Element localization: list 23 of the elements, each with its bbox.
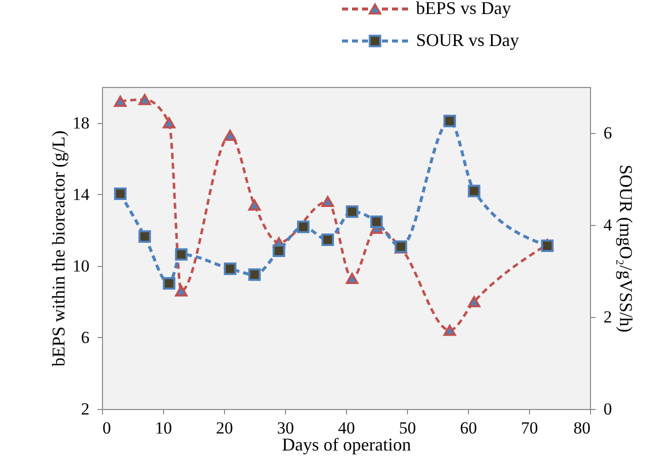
x-tick-label: 0 — [102, 418, 111, 438]
x-tick-label: 30 — [277, 418, 294, 438]
x-tick-label: 40 — [338, 418, 355, 438]
x-tick-label: 20 — [216, 418, 233, 438]
x-tick-label: 80 — [574, 418, 590, 438]
y2-tick-label: 6 — [604, 124, 612, 142]
y-tick-label: 6 — [81, 328, 90, 347]
y-tick-label: 18 — [72, 113, 90, 132]
legend-label: SOUR vs Day — [416, 30, 520, 50]
y2-axis-title: SOUR (mgO₂/gVSS/h) — [616, 164, 636, 332]
legend-label: bEPS vs Day — [416, 0, 512, 18]
y2-tick-label: 2 — [604, 308, 612, 326]
y2-tick-label: 4 — [604, 216, 612, 234]
x-tick-label: 70 — [521, 418, 538, 438]
y2-tick-label: 0 — [604, 400, 612, 418]
y-tick-label: 2 — [81, 400, 90, 418]
x-tick-label: 60 — [460, 418, 477, 438]
y-tick-label: 10 — [72, 256, 90, 276]
y-axis-title: bEPS within the bioreactor (g/L) — [48, 130, 68, 366]
x-tick-label: 50 — [399, 418, 416, 438]
x-axis-title: Days of operation — [282, 434, 411, 454]
x-tick-label: 10 — [155, 418, 172, 438]
y-tick-label: 14 — [72, 184, 90, 204]
